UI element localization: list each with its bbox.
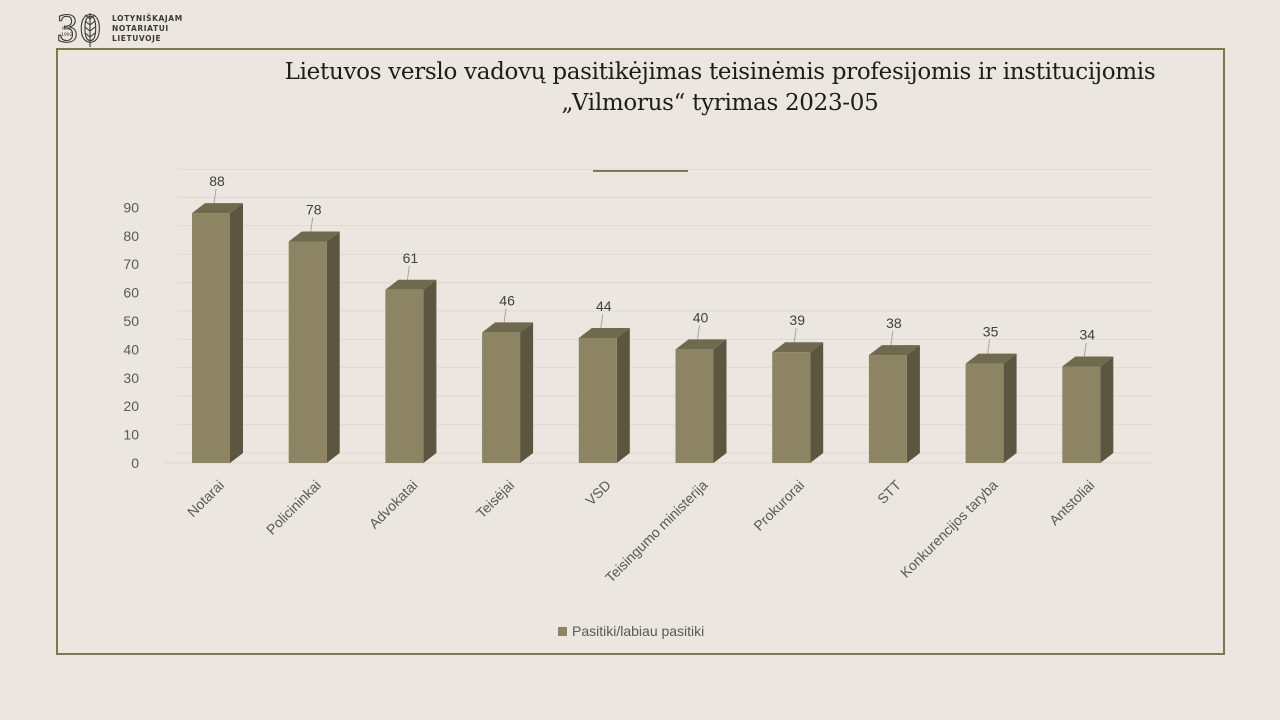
x-tick-label: Advokatai (366, 477, 421, 532)
data-label-leader (697, 325, 700, 340)
y-tick-label: 30 (123, 370, 139, 386)
data-label-leader (1083, 342, 1087, 357)
chart-title: Lietuvos verslo vadovų pasitikėjimas tei… (215, 57, 1225, 119)
bar (578, 338, 617, 463)
x-tick-label: Notarai (184, 477, 227, 520)
bar (675, 349, 714, 463)
bar-side (520, 322, 534, 463)
bar-side (1100, 356, 1114, 463)
logo-text: LOTYNIŠKAJAM NOTARIATUI LIETUVOJE (112, 14, 183, 44)
bar (772, 352, 811, 463)
x-tick-label: Antstoliai (1046, 477, 1097, 528)
bar (868, 355, 907, 463)
bar (288, 241, 327, 463)
bar (965, 363, 1004, 463)
data-label-leader (987, 339, 991, 354)
y-tick-label: 20 (123, 398, 139, 414)
y-tick-label: 60 (123, 285, 139, 301)
logo-since-label: NUO (62, 26, 71, 31)
bar (192, 213, 230, 463)
x-tick-label: Konkurencijos taryba (897, 477, 1001, 581)
bar-side (326, 231, 340, 463)
y-tick-label: 80 (123, 228, 139, 244)
data-label-leader (213, 189, 217, 204)
logo-mark-icon: 30 NUO 1992 (55, 9, 102, 49)
x-tick-label: Teisingumo ministerija (602, 477, 711, 586)
y-tick-label: 50 (123, 313, 139, 329)
data-label-leader (890, 331, 894, 346)
bar-side (810, 342, 824, 463)
y-tick-label: 0 (131, 455, 139, 471)
legend-label: Pasitiki/labiau pasitiki (572, 623, 705, 639)
data-label: 35 (983, 324, 999, 340)
bar-top (772, 342, 824, 353)
bar-top (482, 322, 534, 333)
data-label: 38 (886, 315, 902, 331)
logo-line-1: LOTYNIŠKAJAM (112, 14, 183, 23)
bar-top (192, 203, 243, 214)
data-label: 61 (403, 250, 419, 266)
x-tick-label: STT (874, 476, 904, 506)
bar-side (230, 203, 243, 463)
logo-line-2: NOTARIATUI (112, 24, 169, 33)
data-label: 44 (596, 298, 612, 314)
logo: 30 NUO 1992 LOTYNIŠKAJAM NOTARIATUI LIET… (54, 9, 183, 49)
x-tick-label: Policininkai (263, 477, 324, 538)
x-tick-label: Teisėjai (473, 477, 517, 521)
bar-top (965, 353, 1017, 364)
bar (385, 289, 424, 463)
bar (1062, 366, 1101, 463)
bar-top (578, 328, 630, 339)
bar-side (906, 345, 920, 463)
data-label-leader (406, 265, 410, 280)
chart-legend[interactable]: Pasitiki/labiau pasitiki (558, 623, 704, 639)
bar-side (713, 339, 727, 463)
bar-top (385, 279, 437, 290)
y-tick-label: 40 (123, 341, 139, 357)
bar-top (675, 339, 727, 350)
x-tick-label: VSD (582, 477, 614, 509)
data-label-leader (503, 308, 507, 323)
bar-side (616, 328, 630, 463)
bar-top (288, 231, 340, 242)
data-label: 78 (306, 201, 322, 217)
data-label: 46 (499, 292, 515, 308)
data-label: 34 (1080, 326, 1096, 342)
bar-top (868, 345, 920, 356)
bar (482, 332, 521, 463)
data-label: 39 (789, 312, 805, 328)
legend-swatch (558, 626, 567, 636)
bar-side (1003, 353, 1017, 463)
bar-side (423, 279, 437, 463)
bar-top (1062, 356, 1114, 367)
y-tick-label: 70 (123, 256, 139, 272)
logo-since-year: 1992 (61, 32, 73, 38)
data-label-leader (310, 217, 314, 232)
data-label: 40 (693, 309, 709, 325)
chart-title-line-2: „Vilmorus“ tyrimas 2023-05 (561, 90, 879, 116)
logo-line-3: LIETUVOJE (112, 34, 162, 43)
y-tick-label: 10 (123, 427, 139, 443)
chart-title-line-1: Lietuvos verslo vadovų pasitikėjimas tei… (284, 59, 1156, 85)
data-label-leader (600, 313, 604, 329)
chart-frame (56, 48, 1225, 655)
data-label-leader (793, 328, 797, 343)
y-tick-label: 90 (123, 199, 139, 215)
x-tick-label: Prokurorai (750, 477, 807, 534)
data-label: 88 (209, 173, 225, 189)
